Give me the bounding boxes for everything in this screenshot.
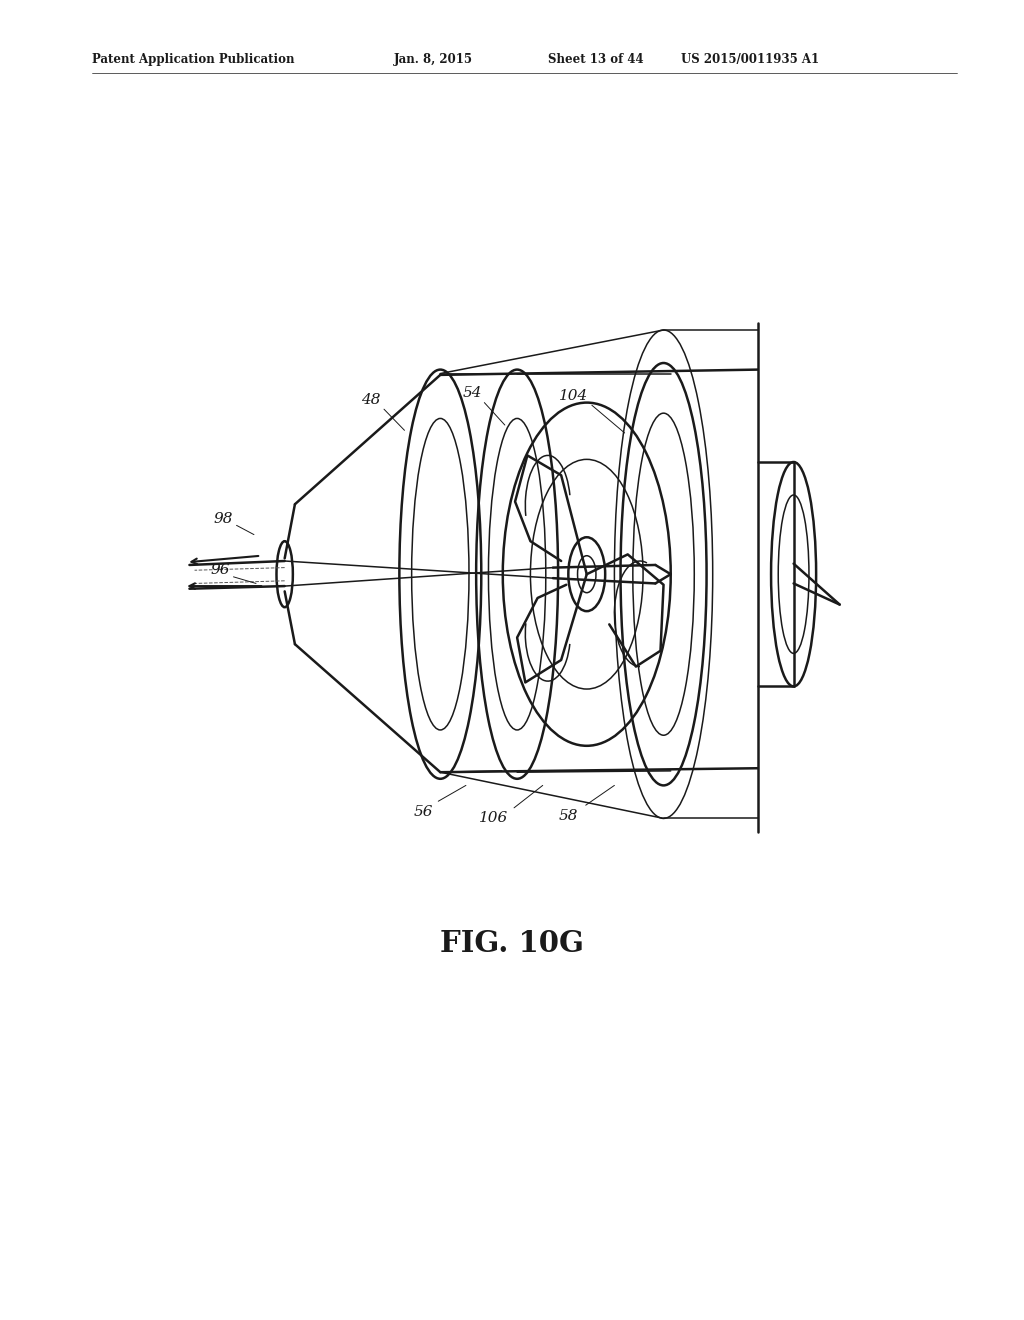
- Text: 96: 96: [210, 564, 230, 577]
- Text: 98: 98: [213, 512, 233, 525]
- Text: 58: 58: [558, 809, 579, 822]
- Text: US 2015/0011935 A1: US 2015/0011935 A1: [681, 53, 819, 66]
- Text: 54: 54: [462, 387, 482, 400]
- Text: 48: 48: [360, 393, 381, 407]
- Text: 106: 106: [479, 812, 508, 825]
- Text: Patent Application Publication: Patent Application Publication: [92, 53, 295, 66]
- Text: Sheet 13 of 44: Sheet 13 of 44: [548, 53, 643, 66]
- Text: FIG. 10G: FIG. 10G: [440, 929, 584, 958]
- Text: 56: 56: [413, 805, 433, 818]
- Text: Jan. 8, 2015: Jan. 8, 2015: [394, 53, 473, 66]
- Text: 104: 104: [559, 389, 588, 403]
